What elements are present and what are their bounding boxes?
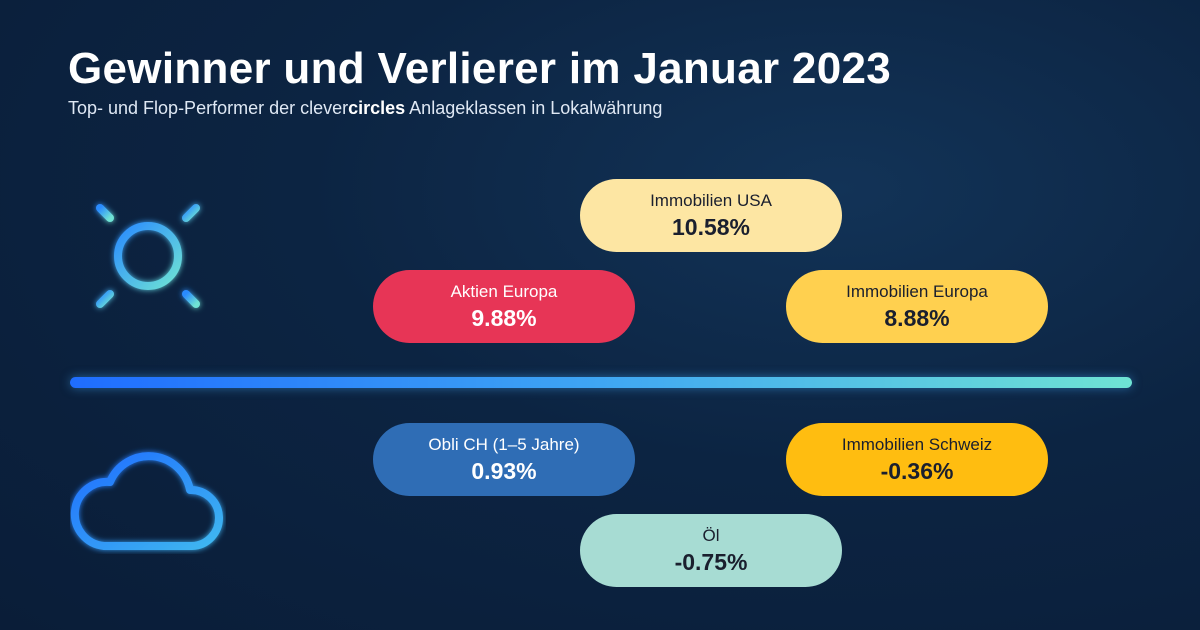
asset-value: -0.36% bbox=[880, 457, 954, 484]
asset-name: Immobilien USA bbox=[650, 190, 772, 210]
winner-pill-immobilien-usa: Immobilien USA 10.58% bbox=[580, 179, 842, 252]
asset-value: 10.58% bbox=[671, 213, 750, 240]
asset-value: 9.88% bbox=[471, 304, 537, 331]
subtitle-brand: circles bbox=[348, 98, 406, 118]
sun-icon bbox=[76, 184, 220, 328]
cloud-icon bbox=[70, 452, 223, 550]
asset-value: 0.93% bbox=[471, 457, 537, 484]
divider-line bbox=[70, 377, 1132, 388]
asset-name: Öl bbox=[702, 525, 720, 545]
asset-name: Immobilien Europa bbox=[846, 281, 988, 301]
asset-name: Immobilien Schweiz bbox=[841, 434, 993, 454]
subtitle-prefix: Top- und Flop-Performer der clever bbox=[68, 98, 349, 118]
subtitle-suffix: Anlageklassen in Lokalwährung bbox=[405, 98, 663, 118]
winner-pill-aktien-europa: Aktien Europa 9.88% bbox=[373, 270, 635, 343]
loser-pill-oel: Öl -0.75% bbox=[580, 514, 842, 587]
page-title: Gewinner und Verlierer im Januar 2023 bbox=[68, 44, 892, 93]
loser-pill-immobilien-schweiz: Immobilien Schweiz -0.36% bbox=[786, 423, 1048, 496]
asset-value: -0.75% bbox=[674, 548, 748, 575]
loser-pill-obli-ch: Obli CH (1–5 Jahre) 0.93% bbox=[373, 423, 635, 496]
asset-value: 8.88% bbox=[884, 304, 950, 331]
page-subtitle: Top- und Flop-Performer der clevercircle… bbox=[68, 98, 662, 119]
asset-name: Obli CH (1–5 Jahre) bbox=[428, 434, 580, 454]
asset-name: Aktien Europa bbox=[450, 281, 558, 301]
winner-pill-immobilien-europa: Immobilien Europa 8.88% bbox=[786, 270, 1048, 343]
